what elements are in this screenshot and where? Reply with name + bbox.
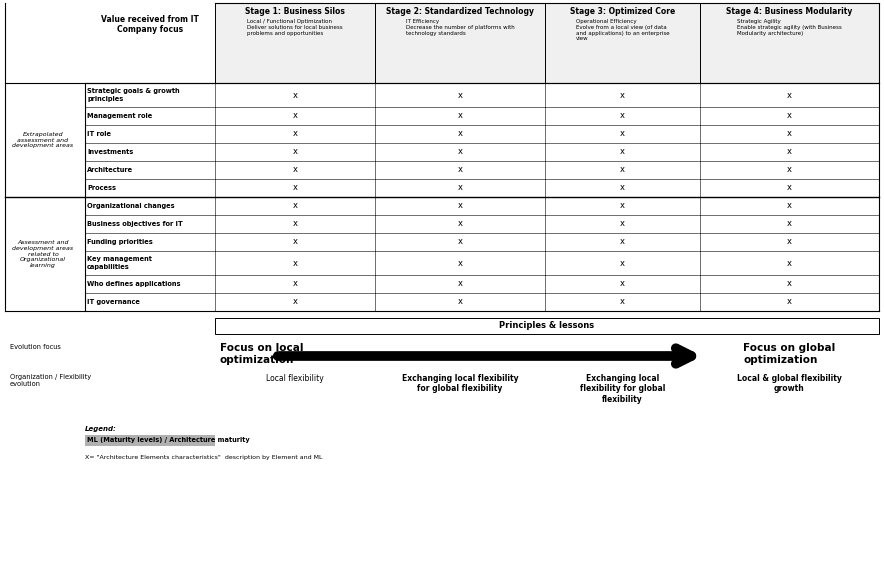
Text: Operational Efficiency
Evolve from a local view (of data
and applications) to an: Operational Efficiency Evolve from a loc… xyxy=(575,19,669,41)
Text: Organizational changes: Organizational changes xyxy=(87,203,175,209)
Text: x: x xyxy=(787,258,792,268)
Text: x: x xyxy=(293,129,298,139)
Text: x: x xyxy=(620,112,625,120)
Text: x: x xyxy=(293,219,298,229)
Text: x: x xyxy=(458,183,462,193)
Text: IT governance: IT governance xyxy=(87,299,140,305)
Text: x: x xyxy=(787,183,792,193)
Bar xyxy=(215,3,375,83)
Bar xyxy=(700,3,879,83)
Text: Exchanging local flexibility
for global flexibility: Exchanging local flexibility for global … xyxy=(401,374,518,394)
Text: x: x xyxy=(620,166,625,175)
Text: Principles & lessons: Principles & lessons xyxy=(499,321,595,331)
Text: x: x xyxy=(620,129,625,139)
Bar xyxy=(375,3,545,83)
Text: x: x xyxy=(787,166,792,175)
Text: x: x xyxy=(787,237,792,246)
Text: x: x xyxy=(620,219,625,229)
Text: x: x xyxy=(458,91,462,100)
Text: x: x xyxy=(458,237,462,246)
Text: IT role: IT role xyxy=(87,131,111,137)
Text: x: x xyxy=(458,112,462,120)
Text: x: x xyxy=(293,147,298,156)
Text: Stage 1: Business Silos: Stage 1: Business Silos xyxy=(245,7,345,16)
Text: x: x xyxy=(458,219,462,229)
Text: Organization / Flexibility
evolution: Organization / Flexibility evolution xyxy=(10,374,91,387)
Text: x: x xyxy=(787,129,792,139)
Text: Focus on global
optimization: Focus on global optimization xyxy=(743,343,835,365)
Text: Strategic Agility
Enable strategic agility (with Business
Modularity architectur: Strategic Agility Enable strategic agili… xyxy=(737,19,842,36)
Text: Legend:: Legend: xyxy=(85,426,117,432)
Text: x: x xyxy=(787,202,792,210)
Text: x: x xyxy=(293,166,298,175)
Text: x: x xyxy=(620,147,625,156)
Text: IT Efficiency
Decrease the number of platforms with
technology standards: IT Efficiency Decrease the number of pla… xyxy=(406,19,514,36)
Text: Key management
capabilities: Key management capabilities xyxy=(87,257,152,269)
Text: x: x xyxy=(293,91,298,100)
Text: Funding priorities: Funding priorities xyxy=(87,239,153,245)
Text: Focus on local
optimization: Focus on local optimization xyxy=(220,343,303,365)
Text: x: x xyxy=(787,280,792,288)
Text: x: x xyxy=(787,112,792,120)
Text: Stage 4: Business Modularity: Stage 4: Business Modularity xyxy=(727,7,853,16)
Text: x: x xyxy=(293,112,298,120)
Text: Extrapolated
assessment and
development areas: Extrapolated assessment and development … xyxy=(12,132,73,148)
Text: x: x xyxy=(620,258,625,268)
Text: Local & global flexibility
growth: Local & global flexibility growth xyxy=(737,374,842,394)
Text: x: x xyxy=(293,183,298,193)
Text: Business objectives for IT: Business objectives for IT xyxy=(87,221,183,227)
Text: Process: Process xyxy=(87,185,116,191)
Text: Value received from IT
Company focus: Value received from IT Company focus xyxy=(101,15,199,34)
Text: Local flexibility: Local flexibility xyxy=(266,374,324,383)
Text: x: x xyxy=(620,280,625,288)
Text: x: x xyxy=(620,183,625,193)
Bar xyxy=(85,435,215,446)
Text: x: x xyxy=(620,297,625,307)
Text: x: x xyxy=(458,129,462,139)
Text: x: x xyxy=(787,219,792,229)
Text: x: x xyxy=(293,297,298,307)
Text: x: x xyxy=(620,237,625,246)
Text: x: x xyxy=(458,258,462,268)
Text: x: x xyxy=(293,258,298,268)
Text: Assessment and
development areas
related to
Organizational
learning: Assessment and development areas related… xyxy=(12,240,73,268)
Text: Stage 2: Standardized Technology: Stage 2: Standardized Technology xyxy=(386,7,534,16)
Bar xyxy=(215,318,879,334)
Text: Strategic goals & growth
principles: Strategic goals & growth principles xyxy=(87,88,179,101)
Text: ML (Maturity levels) / Architecture maturity: ML (Maturity levels) / Architecture matu… xyxy=(87,437,250,443)
Text: x: x xyxy=(458,202,462,210)
Text: x: x xyxy=(293,280,298,288)
Text: x: x xyxy=(293,202,298,210)
Text: x: x xyxy=(458,280,462,288)
Text: x: x xyxy=(620,91,625,100)
Text: Who defines applications: Who defines applications xyxy=(87,281,180,287)
Text: X= "Architecture Elements characteristics"  description by Element and ML: X= "Architecture Elements characteristic… xyxy=(85,455,323,460)
Text: x: x xyxy=(620,202,625,210)
Text: Evolution focus: Evolution focus xyxy=(10,344,61,350)
Text: Local / Functional Optimization
Deliver solutions for local business
problems an: Local / Functional Optimization Deliver … xyxy=(248,19,343,36)
Text: Exchanging local
flexibility for global
flexibility: Exchanging local flexibility for global … xyxy=(580,374,665,404)
Text: x: x xyxy=(458,147,462,156)
Text: Stage 3: Optimized Core: Stage 3: Optimized Core xyxy=(570,7,675,16)
Text: x: x xyxy=(293,237,298,246)
Text: Architecture: Architecture xyxy=(87,167,133,173)
Bar xyxy=(545,3,700,83)
Text: x: x xyxy=(787,147,792,156)
Text: x: x xyxy=(787,91,792,100)
Text: x: x xyxy=(787,297,792,307)
Text: Investments: Investments xyxy=(87,149,133,155)
Text: x: x xyxy=(458,166,462,175)
Text: x: x xyxy=(458,297,462,307)
Text: Management role: Management role xyxy=(87,113,152,119)
